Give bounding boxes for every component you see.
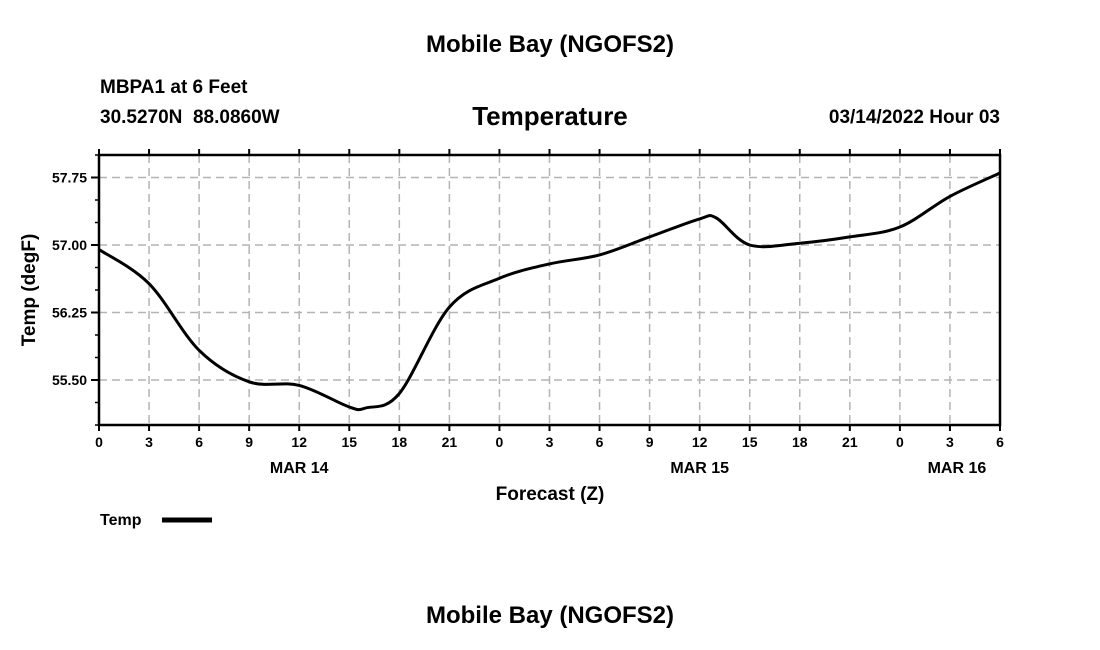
x-tick-label: 6 bbox=[195, 434, 203, 450]
x-tick-label: 3 bbox=[546, 434, 554, 450]
series-line-temp bbox=[98, 171, 1001, 412]
y-tick-label: 57.75 bbox=[52, 170, 87, 186]
y-tick-label: 55.50 bbox=[52, 372, 87, 388]
x-tick-label: 6 bbox=[996, 434, 1004, 450]
x-tick-label: 0 bbox=[896, 434, 904, 450]
x-tick-label: 12 bbox=[692, 434, 708, 450]
legend-label: Temp bbox=[100, 512, 142, 529]
plot-frame bbox=[97, 153, 1002, 427]
x-tick-label: 21 bbox=[442, 434, 458, 450]
y-axis-label: Temp (degF) bbox=[19, 234, 40, 347]
chart-title: Mobile Bay (NGOFS2) bbox=[425, 31, 675, 58]
x-tick-label: 21 bbox=[842, 434, 858, 450]
x-axis-label: Forecast (Z) bbox=[496, 484, 605, 505]
x-tick-label: 18 bbox=[392, 434, 408, 450]
x-date-label: MAR 16 bbox=[928, 460, 987, 477]
x-tick-label: 15 bbox=[742, 434, 758, 450]
variable-title: Temperature bbox=[472, 101, 628, 131]
x-tick-label: 3 bbox=[946, 434, 954, 450]
y-tick-label: 56.25 bbox=[52, 305, 87, 321]
x-tick-label: 0 bbox=[95, 434, 103, 450]
x-tick-label: 9 bbox=[646, 434, 654, 450]
x-tick-label: 9 bbox=[245, 434, 253, 450]
x-date-label: MAR 15 bbox=[670, 460, 729, 477]
forecast-datetime: 03/14/2022 Hour 03 bbox=[828, 107, 1000, 128]
footer-title: Mobile Bay (NGOFS2) bbox=[425, 602, 675, 629]
station-coords: 30.5270N 88.0860W bbox=[100, 107, 280, 128]
x-date-label: MAR 14 bbox=[270, 460, 329, 477]
x-tick-label: 6 bbox=[596, 434, 604, 450]
x-tick-label: 3 bbox=[145, 434, 153, 450]
y-tick-label: 57.00 bbox=[52, 237, 87, 253]
x-tick-label: 18 bbox=[792, 434, 808, 450]
x-tick-label: 15 bbox=[341, 434, 357, 450]
x-tick-label: 0 bbox=[496, 434, 504, 450]
station-label: MBPA1 at 6 Feet bbox=[100, 77, 248, 98]
x-tick-label: 12 bbox=[291, 434, 307, 450]
